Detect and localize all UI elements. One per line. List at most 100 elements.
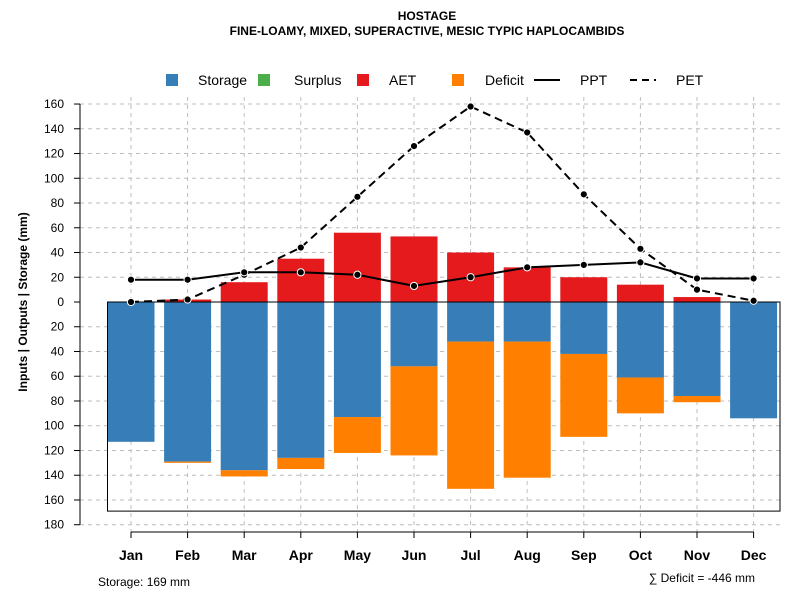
y-tick-label: 140 — [44, 122, 64, 136]
x-tick-label: Feb — [175, 547, 200, 563]
deficit-bar — [164, 461, 212, 463]
legend-swatch-storage — [166, 74, 178, 86]
y-tick-label: 160 — [44, 493, 64, 507]
deficit-bar — [277, 457, 325, 470]
y-tick-label: 140 — [44, 468, 64, 482]
ppt-point — [466, 273, 475, 282]
y-tick-label: 120 — [44, 443, 64, 457]
aet-bar — [390, 236, 438, 302]
ppt-point — [353, 270, 362, 279]
x-tick-label: Mar — [232, 547, 257, 563]
storage-bar — [277, 302, 325, 458]
legend-swatch-surplus — [258, 74, 270, 86]
deficit-bar — [560, 353, 608, 437]
x-axis: Jan Feb Mar Apr May Jun Jul Aug Sep Oct Nov Dec — [119, 531, 767, 563]
ppt-point — [692, 274, 702, 283]
x-tick-label: Jan — [119, 547, 143, 563]
x-tick-label: Nov — [684, 547, 711, 563]
legend-label: PPT — [580, 72, 608, 88]
storage-bar — [220, 302, 268, 471]
x-tick-label: May — [344, 547, 371, 563]
y-tick-label: 120 — [44, 147, 64, 161]
storage-bar — [616, 302, 664, 378]
deficit-bar — [390, 366, 438, 456]
y-tick-label: 160 — [44, 97, 64, 111]
y-tick-label: 80 — [51, 394, 65, 408]
storage-bar — [447, 302, 495, 342]
aet-bar — [277, 258, 325, 302]
deficit-bar — [447, 341, 495, 489]
ppt-point — [296, 268, 305, 277]
storage-bar — [390, 302, 438, 367]
legend: Storage Surplus AET Deficit PPT PET — [166, 72, 704, 88]
y-tick-label: 20 — [51, 270, 65, 284]
chart-subtitle: FINE-LOAMY, MIXED, SUPERACTIVE, MESIC TY… — [230, 24, 625, 38]
legend-swatch-aet — [357, 74, 369, 86]
ppt-point — [636, 258, 645, 267]
legend-swatch-deficit — [452, 74, 464, 86]
x-tick-label: Oct — [629, 547, 653, 563]
ppt-line — [131, 261, 754, 287]
pet-point — [409, 142, 419, 151]
aet-bar — [673, 297, 721, 302]
deficit-bar — [333, 417, 381, 453]
pet-point — [183, 295, 192, 304]
y-tick-label: 60 — [51, 369, 65, 383]
y-axis: 160 140 120 100 80 60 40 20 0 20 40 60 80 100 120 140 16… — [44, 97, 81, 532]
storage-bar — [164, 302, 212, 462]
aet-bar — [616, 284, 664, 302]
y-axis-label: Inputs | Outputs | Storage (mm) — [16, 212, 30, 391]
ppt-point — [126, 275, 136, 284]
y-tick-label: 40 — [51, 246, 65, 260]
aet-bar — [333, 232, 381, 302]
aet-bar — [503, 267, 551, 302]
y-tick-label: 40 — [51, 344, 65, 358]
deficit-bar — [503, 341, 551, 478]
aet-bar — [560, 277, 608, 302]
x-tick-label: Jun — [402, 547, 427, 563]
chart-title: HOSTAGE — [398, 9, 456, 23]
ppt-point — [749, 274, 758, 283]
storage-bar — [107, 302, 155, 442]
legend-label: Deficit — [485, 72, 524, 88]
storage-bar — [333, 302, 381, 418]
x-tick-label: Dec — [741, 547, 767, 563]
legend-label: PET — [676, 72, 704, 88]
storage-bar — [503, 302, 551, 342]
deficit-bar — [616, 377, 664, 414]
bars — [107, 232, 778, 489]
x-tick-label: Jul — [460, 547, 480, 563]
storage-bar — [730, 302, 778, 419]
legend-label: AET — [389, 72, 417, 88]
ppt-point — [523, 263, 532, 272]
y-tick-label: 180 — [44, 518, 64, 532]
ppt-point — [409, 281, 419, 291]
series-lines — [126, 102, 758, 307]
y-tick-label: 20 — [51, 320, 65, 334]
ppt-point — [183, 275, 192, 284]
ppt-point — [240, 268, 249, 277]
storage-bar — [673, 302, 721, 397]
ppt-point — [579, 260, 588, 269]
deficit-annotation: ∑ Deficit = -446 mm — [649, 571, 755, 585]
storage-bar — [560, 302, 608, 354]
x-tick-label: Sep — [571, 547, 597, 563]
pet-point — [353, 192, 362, 201]
pet-point — [126, 297, 136, 307]
pet-point — [466, 102, 475, 111]
y-tick-label: 0 — [57, 295, 64, 309]
deficit-bar — [673, 396, 721, 403]
pet-line — [130, 105, 754, 303]
x-tick-label: Aug — [514, 547, 541, 563]
legend-label: Surplus — [294, 72, 341, 88]
y-tick-label: 100 — [44, 419, 64, 433]
aet-bar — [220, 282, 268, 302]
y-tick-label: 80 — [51, 196, 65, 210]
pet-point — [296, 243, 305, 252]
legend-label: Storage — [198, 72, 247, 88]
pet-point — [749, 296, 758, 305]
x-tick-label: Apr — [289, 547, 314, 563]
pet-point — [692, 285, 702, 294]
deficit-bar — [220, 470, 268, 477]
